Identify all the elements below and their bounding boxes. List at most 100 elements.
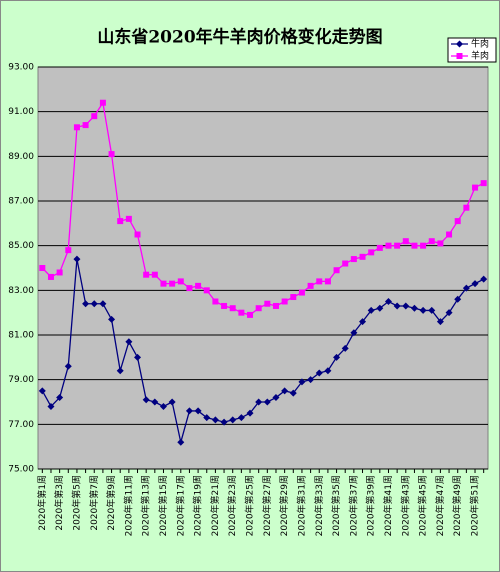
data-point (376, 244, 383, 251)
data-point (456, 53, 463, 59)
data-point (238, 309, 245, 316)
data-point (436, 318, 444, 326)
data-point (281, 298, 288, 305)
data-point (324, 367, 332, 375)
data-point (90, 300, 98, 308)
data-point (342, 260, 349, 267)
x-tick-label: 2020年第5周 (70, 475, 82, 531)
data-point (333, 353, 341, 361)
data-point (368, 249, 375, 256)
data-point (195, 282, 202, 289)
data-point (471, 280, 479, 288)
data-point (350, 329, 358, 337)
data-point (108, 151, 115, 158)
data-point (298, 289, 305, 296)
x-tick-label: 2020年第37周 (347, 475, 359, 536)
data-point (307, 376, 315, 384)
data-point (82, 300, 90, 308)
x-tick-label: 2020年第19周 (192, 475, 204, 536)
data-point (211, 416, 219, 424)
data-point (203, 414, 211, 422)
x-tick-label: 2020年第7周 (88, 475, 100, 531)
data-point (428, 238, 435, 245)
data-point (64, 362, 72, 370)
y-tick-label: 83.00 (8, 286, 34, 296)
chart-title: 山东省2020年牛羊肉价格变化走势图 (97, 27, 382, 48)
data-point (289, 389, 297, 397)
y-tick-label: 81.00 (8, 331, 34, 341)
data-point (38, 387, 46, 395)
data-point (264, 300, 271, 307)
data-point (134, 231, 141, 238)
series-line (41, 258, 484, 443)
series-line (41, 100, 484, 316)
data-point (47, 273, 54, 280)
data-point (428, 306, 436, 314)
data-point (108, 315, 116, 323)
data-point (384, 298, 392, 305)
y-tick-label: 89.00 (8, 152, 34, 162)
data-point (116, 367, 124, 375)
data-point (39, 265, 46, 271)
legend-label: 牛肉 (471, 38, 489, 50)
y-tick-label: 91.00 (8, 107, 34, 117)
data-point (376, 304, 384, 312)
data-point (456, 40, 463, 48)
x-tick-label: 2020年第49周 (451, 475, 463, 536)
data-point (203, 287, 210, 294)
y-tick-label: 77.00 (8, 420, 34, 430)
data-point (134, 353, 142, 361)
data-point (402, 238, 409, 245)
legend-label: 羊肉 (471, 50, 489, 62)
data-point (307, 282, 314, 289)
legend-box (447, 37, 497, 63)
data-point (237, 414, 245, 422)
data-point (246, 409, 254, 417)
data-point (177, 278, 184, 285)
data-point (445, 309, 453, 317)
data-point (65, 247, 72, 254)
data-point (462, 284, 470, 292)
data-point (99, 300, 107, 308)
x-tick-label: 2020年第51周 (469, 475, 481, 536)
data-point (82, 122, 89, 129)
data-point (142, 396, 150, 404)
data-point (341, 344, 349, 352)
data-point (385, 242, 392, 249)
x-tick-label: 2020年第45周 (417, 475, 429, 536)
data-point (143, 271, 150, 278)
data-point (160, 280, 167, 287)
data-point (185, 407, 193, 415)
data-point (73, 255, 81, 263)
data-point (73, 124, 80, 131)
x-tick-label: 2020年第35周 (330, 475, 342, 536)
data-point (316, 278, 323, 285)
data-point (480, 180, 487, 187)
data-point (255, 398, 263, 406)
data-point (229, 305, 236, 312)
x-tick-label: 2020年第11周 (122, 475, 134, 536)
data-point (454, 218, 461, 225)
data-point (359, 253, 366, 260)
data-point (359, 318, 367, 326)
x-tick-label: 2020年第27周 (261, 475, 273, 536)
data-point (255, 305, 262, 312)
data-point (290, 294, 297, 301)
x-tick-label: 2020年第43周 (399, 475, 411, 536)
data-point (263, 398, 271, 406)
data-point (159, 402, 167, 410)
data-point (420, 242, 427, 249)
x-tick-label: 2020年第23周 (226, 475, 238, 536)
x-tick-label: 2020年第15周 (157, 475, 169, 536)
x-tick-label: 2020年第25周 (244, 475, 256, 536)
x-tick-label: 2020年第29周 (278, 475, 290, 536)
y-tick-label: 87.00 (8, 197, 34, 207)
x-tick-label: 2020年第9周 (105, 475, 117, 531)
data-point (402, 302, 410, 310)
data-point (454, 295, 462, 303)
data-point (350, 256, 357, 263)
x-tick-label: 2020年第31周 (295, 475, 307, 536)
data-point (247, 311, 254, 318)
data-point (56, 394, 64, 402)
